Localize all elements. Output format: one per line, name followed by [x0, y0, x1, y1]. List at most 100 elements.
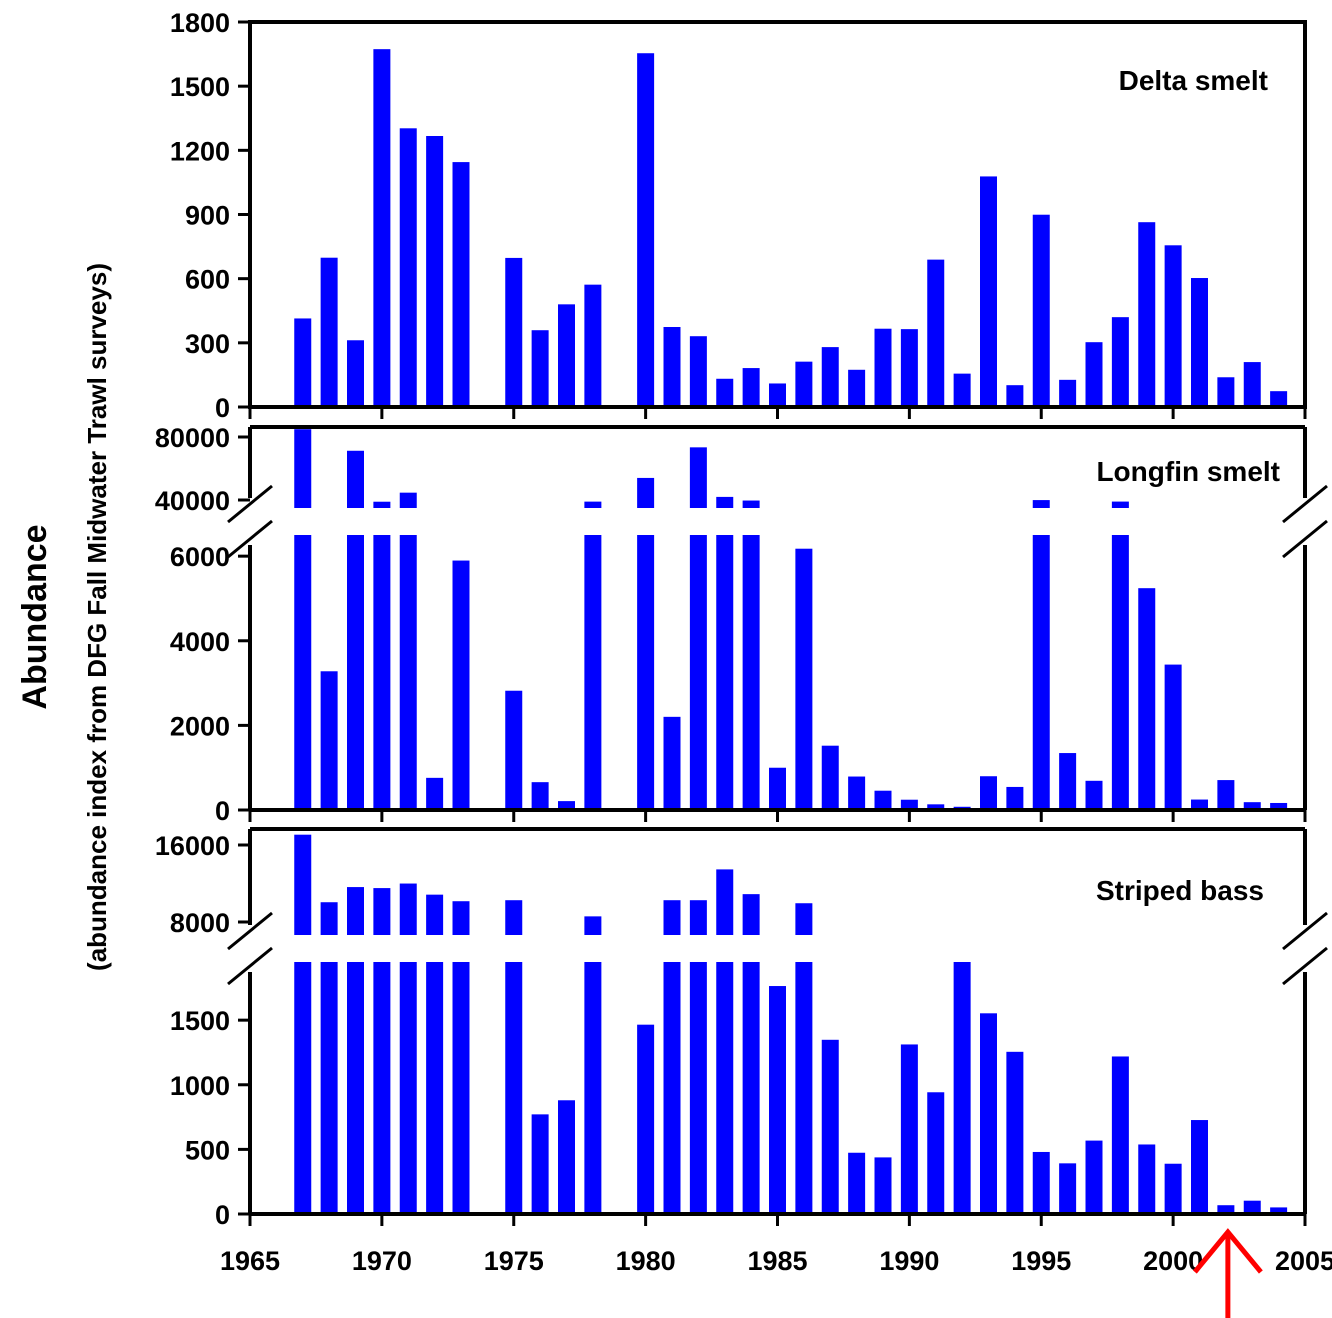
bar-upper-segment [584, 916, 602, 935]
bar-upper-segment [1032, 500, 1050, 508]
bars [294, 834, 1288, 1214]
bar [848, 776, 866, 810]
bar [320, 257, 338, 407]
y-tick-label: 1000 [170, 1071, 230, 1101]
x-tick-label: 2000 [1143, 1246, 1203, 1276]
bar [1138, 588, 1156, 810]
bar [1006, 786, 1024, 810]
bar [373, 962, 391, 1214]
bar [320, 671, 338, 810]
bar [1243, 802, 1261, 810]
axis-break-mark [1282, 519, 1328, 559]
bar [821, 1039, 839, 1214]
bar [637, 1024, 655, 1214]
bar-upper-segment [1111, 501, 1129, 508]
y-tick-label: 0 [215, 393, 230, 423]
bar [900, 329, 918, 407]
bar [1270, 391, 1288, 407]
bar [347, 962, 364, 1214]
bar [584, 284, 602, 407]
axis-break-mark [1282, 484, 1328, 524]
bar [900, 799, 918, 810]
bar [294, 535, 312, 810]
x-tick-label: 1970 [352, 1246, 412, 1276]
bar [426, 136, 444, 407]
axis-break-mark [1282, 911, 1328, 951]
bar-upper-segment [663, 900, 681, 935]
panel-delta-smelt: 0 300 600 900 1200 1500 1800 Delta smelt [170, 8, 1307, 423]
bar [584, 962, 602, 1214]
bars [294, 49, 1288, 408]
bar [558, 801, 575, 810]
bar [1217, 377, 1235, 407]
y-tick-label: 900 [185, 201, 230, 231]
bar [1059, 753, 1077, 810]
y-axis-label: Abundance [16, 524, 54, 709]
panel-longfin-smelt: 0 2000 4000 6000 40000 80000 Longfin smelt [155, 423, 1328, 826]
y-tick-label: 300 [185, 329, 230, 359]
bar [1217, 1205, 1235, 1214]
bar-upper-segment [452, 901, 470, 935]
bar [1111, 535, 1129, 810]
x-ticks [248, 810, 1307, 822]
axis-break-mark [1282, 946, 1328, 986]
bar [663, 962, 681, 1214]
y-axis-sublabel: (abundance index from DFG Fall Midwater … [82, 263, 112, 971]
bar [637, 53, 655, 407]
bar [953, 373, 971, 407]
bar [953, 962, 971, 1214]
y-tick-label: 4000 [170, 627, 230, 657]
bar [716, 962, 734, 1214]
bar-upper-segment [320, 902, 338, 935]
bar-upper-segment [716, 496, 734, 508]
bar-upper-segment [742, 894, 760, 935]
bar-upper-segment [294, 834, 312, 935]
bar [399, 535, 417, 810]
bar [1243, 1200, 1261, 1214]
bar [1191, 799, 1208, 810]
bar [399, 962, 417, 1214]
bar-upper-segment [373, 501, 391, 508]
y-tick-label: 600 [185, 265, 230, 295]
panel-title: Longfin smelt [1096, 456, 1280, 487]
bar [716, 535, 734, 810]
bar [637, 535, 655, 810]
bar [373, 49, 391, 408]
x-tick-label: 1990 [879, 1246, 939, 1276]
bar [1270, 1207, 1288, 1214]
bar-upper-segment [347, 887, 364, 935]
bar [1032, 1151, 1050, 1214]
bar [531, 1114, 549, 1214]
bar [689, 535, 707, 810]
bar [1059, 1163, 1077, 1214]
bar-upper-segment [347, 450, 364, 508]
bar-upper-segment [742, 500, 760, 508]
bar [742, 535, 760, 810]
bar-upper-segment [689, 447, 707, 508]
bar-upper-segment [373, 888, 391, 935]
x-ticks [248, 1214, 1307, 1226]
panel-striped-bass: 0 500 1000 1500 8000 16000 Striped bass [155, 827, 1328, 1230]
x-tick-label: 1975 [484, 1246, 544, 1276]
bar [927, 259, 945, 407]
bar [769, 986, 786, 1214]
x-axis: 1965 1970 1975 1980 1985 1990 1995 2000 2005 [220, 1246, 1332, 1276]
y-ticks: 0 300 600 900 1200 1500 1800 [170, 8, 250, 423]
bar [821, 347, 839, 407]
axis-break-mark [227, 519, 273, 559]
bar [663, 716, 681, 810]
bar [769, 383, 786, 407]
bar [452, 962, 470, 1214]
bar [1191, 1120, 1208, 1214]
bar [558, 1100, 575, 1214]
bar [505, 962, 523, 1214]
bar [1085, 342, 1103, 407]
x-ticks [248, 407, 1307, 419]
bars [294, 429, 1288, 810]
bar [769, 767, 786, 810]
y-ticks: 0 500 1000 1500 8000 16000 [155, 831, 250, 1230]
x-tick-label: 1985 [747, 1246, 807, 1276]
bar [1006, 385, 1024, 407]
axis-break-mark [227, 946, 273, 986]
